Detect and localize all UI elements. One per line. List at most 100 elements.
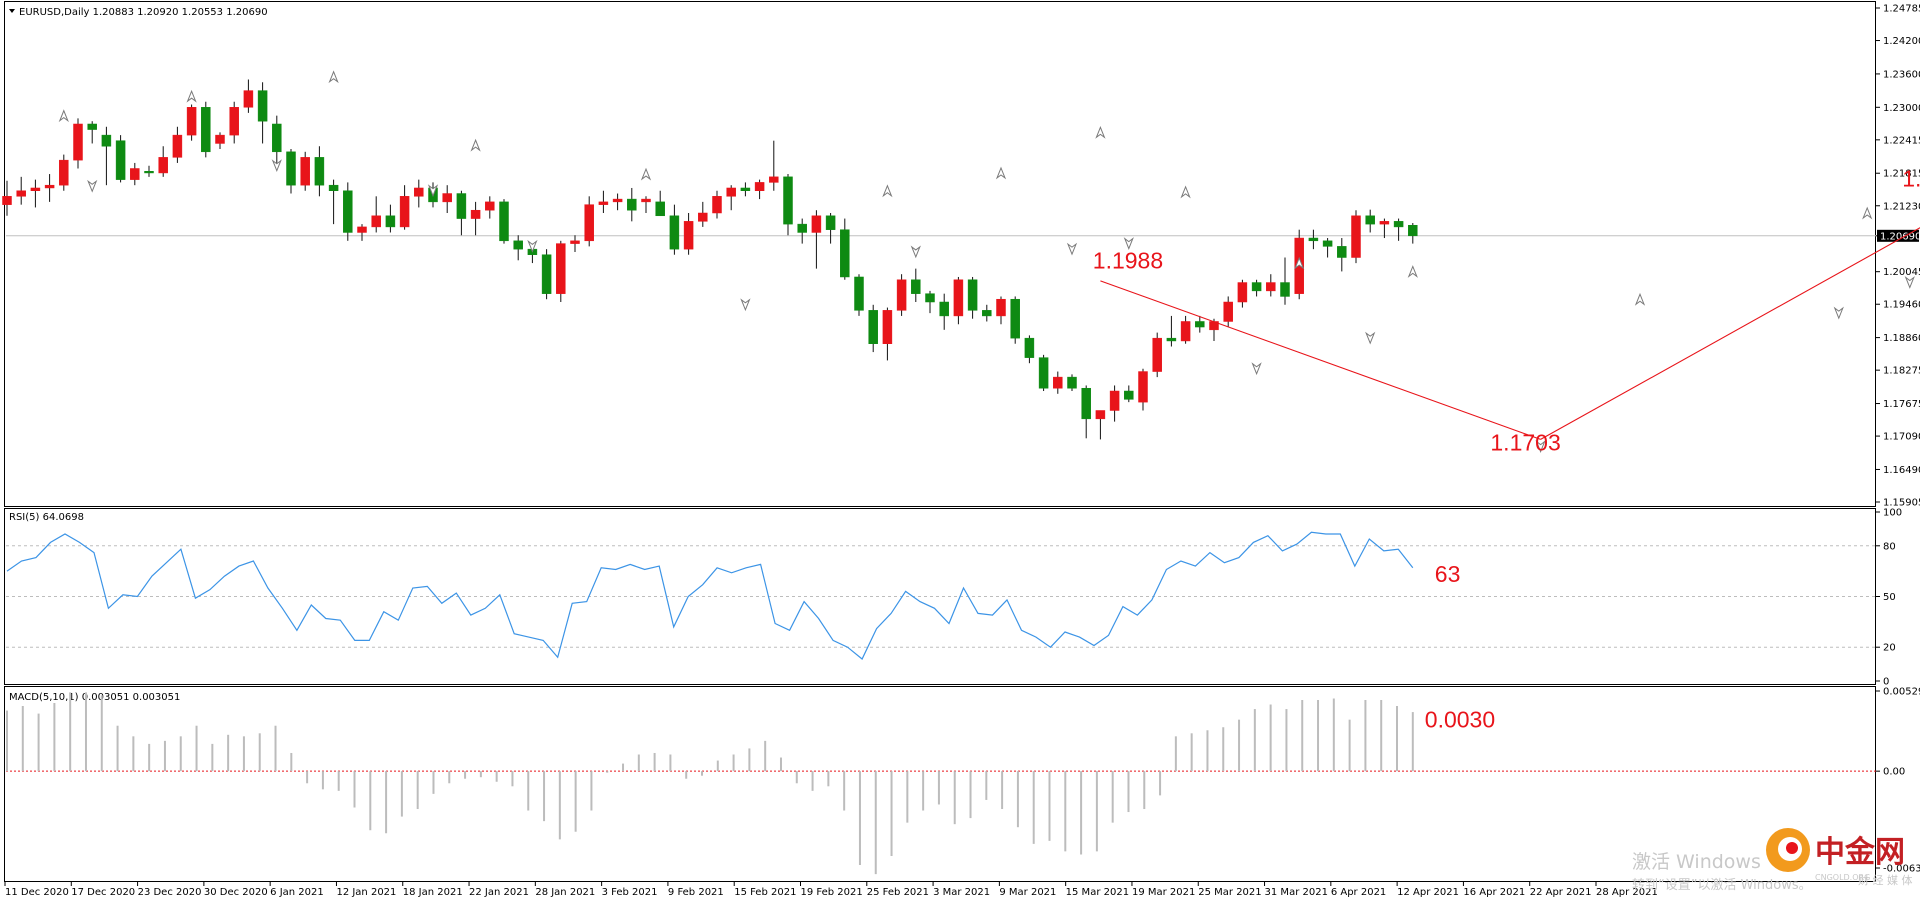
price-tick-label: 1.18275 (1883, 366, 1920, 377)
candle (868, 304, 878, 353)
rsi-tick-label: 20 (1883, 643, 1896, 654)
candle-body (598, 201, 609, 205)
collapse-triangle-icon[interactable] (9, 9, 15, 13)
time-tick-label: 17 Dec 2020 (71, 887, 135, 898)
candle-body (371, 215, 381, 228)
price-tick-label: 1.15905 (1883, 498, 1920, 509)
candle-body (414, 187, 424, 197)
price-header: EURUSD,Daily 1.20883 1.20920 1.20553 1.2… (19, 7, 268, 18)
candle (1010, 296, 1020, 344)
candle-body (712, 196, 722, 214)
price-tick-label: 1.16490 (1883, 465, 1920, 476)
candle (911, 268, 921, 303)
time-tick-label: 15 Feb 2021 (734, 887, 796, 898)
candle (16, 176, 26, 205)
candle (385, 204, 396, 233)
price-axis: 1.24785 1.24200 1.23600 1.23000 1.22415 1.218… (1876, 4, 1920, 509)
candle (144, 165, 154, 177)
activate-windows-title: 激活 Windows (1632, 851, 1761, 873)
candle-body (1067, 376, 1077, 389)
fractal-down-icon (910, 245, 921, 259)
fractal-up-icon (328, 70, 339, 84)
candle (669, 204, 680, 255)
time-tick-label: 19 Feb 2021 (801, 887, 863, 898)
macd-header: MACD(5,10,1) 0.003051 0.003051 (9, 692, 180, 703)
candle-body (825, 215, 836, 230)
candle-body (584, 204, 594, 242)
candle (712, 190, 722, 219)
candle-body (257, 90, 268, 122)
fractal-down-icon (87, 179, 98, 193)
candle (1152, 332, 1162, 378)
candle (982, 304, 992, 322)
candle (456, 190, 467, 236)
candle-body (1166, 337, 1177, 342)
candle-body (130, 168, 140, 180)
time-tick-label: 22 Apr 2021 (1530, 887, 1592, 898)
candle (556, 240, 566, 303)
time-axis: 11 Dec 2020 17 Dec 2020 23 Dec 2020 30 Dec … (4, 882, 1658, 898)
price-panel-frame (4, 1, 1876, 507)
brand-sub: CNGOLD.ORG (1815, 873, 1870, 882)
candle (769, 140, 779, 191)
brand-logo-dot-icon (1786, 842, 1798, 854)
fractal-up-icon (1407, 265, 1418, 278)
candle (1180, 315, 1191, 344)
candle-body (1010, 298, 1020, 339)
candle-body (357, 226, 367, 233)
candle (485, 196, 495, 219)
candle-body (925, 293, 935, 303)
candle-body (1237, 282, 1248, 303)
candle (797, 218, 807, 244)
candle (1308, 229, 1319, 250)
candle-body (115, 140, 126, 180)
fractal-markers (58, 70, 1915, 453)
candle (1053, 371, 1063, 394)
fractal-up-icon (58, 109, 69, 123)
candle-body (328, 184, 339, 191)
rsi-annotation: 63 (1435, 561, 1461, 587)
candle-body (1251, 282, 1262, 292)
activate-windows-sub: 转到“设置”以激活 Windows。 (1632, 878, 1812, 893)
fractal-down-icon (1833, 306, 1844, 320)
candle-body (1223, 301, 1233, 322)
candle-body (272, 123, 282, 153)
price-tick-label: 1.21230 (1883, 201, 1920, 212)
candle-body (1280, 282, 1290, 297)
rsi-tick-label: 50 (1883, 592, 1896, 603)
candle (1166, 315, 1177, 347)
candle-body (811, 215, 822, 233)
rsi-levels (6, 545, 1876, 648)
candle-body (172, 134, 183, 158)
candle (2, 180, 12, 216)
candle-body (300, 157, 310, 186)
fractal-up-icon (882, 184, 893, 198)
time-tick-label: 28 Jan 2021 (535, 887, 595, 898)
time-tick-label: 15 Mar 2021 (1066, 887, 1129, 898)
candle-body (456, 193, 467, 219)
candle-body (243, 90, 254, 108)
candle-body (1322, 240, 1333, 247)
candle (328, 179, 339, 225)
candle-body (868, 310, 878, 344)
price-annotation: 1.1988 (1093, 248, 1163, 274)
fractal-down-icon (527, 239, 538, 253)
macd-tick-label: 0.00 (1883, 767, 1905, 778)
candle (1379, 218, 1390, 239)
time-tick-label: 6 Jan 2021 (270, 887, 324, 898)
fractal-down-icon (1123, 237, 1134, 250)
time-tick-label: 9 Mar 2021 (999, 887, 1056, 898)
trend-line (1540, 227, 1920, 440)
time-tick-label: 3 Mar 2021 (933, 887, 990, 898)
candle (73, 118, 83, 169)
candle-body (286, 151, 296, 186)
rsi-series-line (6, 531, 1414, 660)
candle (1351, 210, 1361, 264)
candle-body (1393, 221, 1404, 228)
time-tick-label: 30 Dec 2020 (204, 887, 268, 898)
candle (840, 218, 850, 280)
candle (1109, 385, 1120, 422)
candle (1024, 335, 1035, 364)
candle-body (485, 201, 495, 211)
